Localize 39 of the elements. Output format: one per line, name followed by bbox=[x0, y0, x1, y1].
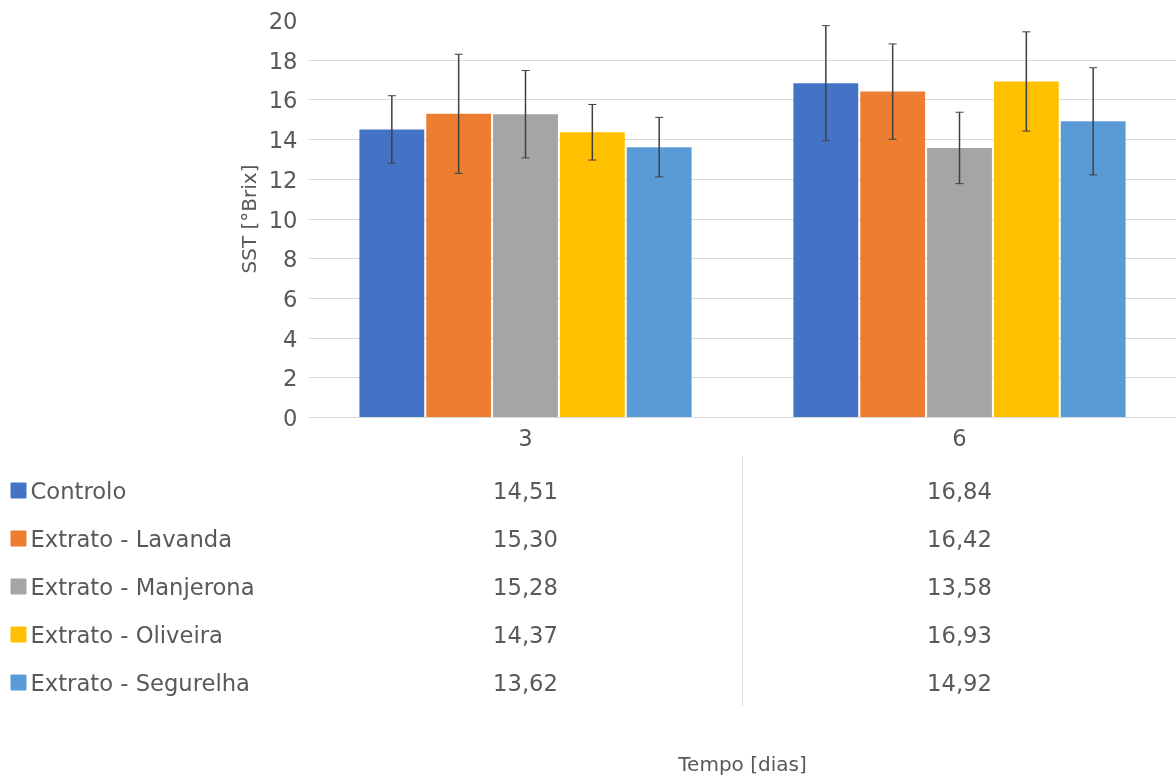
bar bbox=[793, 83, 859, 418]
legend-label: Extrato - Oliveira bbox=[30, 621, 223, 648]
y-tick-label: 18 bbox=[268, 47, 298, 74]
legend-label: Controlo bbox=[30, 477, 127, 504]
bar bbox=[1060, 121, 1126, 418]
legend-label: Extrato - Lavanda bbox=[30, 525, 233, 552]
y-tick-label: 4 bbox=[283, 325, 298, 352]
y-tick-label: 2 bbox=[283, 365, 298, 392]
data-label: 14,92 bbox=[927, 670, 992, 696]
bar bbox=[559, 132, 625, 418]
bar bbox=[993, 81, 1059, 418]
data-label: 13,62 bbox=[493, 670, 558, 696]
y-tick-label: 0 bbox=[283, 405, 298, 431]
y-tick-label: 12 bbox=[268, 166, 298, 193]
y-axis-title: SST [°Brix] bbox=[236, 164, 261, 274]
text: Tempo [dias] bbox=[677, 751, 807, 776]
data-label: 16,84 bbox=[927, 478, 992, 504]
y-tick-label: 14 bbox=[268, 127, 298, 154]
bar bbox=[927, 147, 992, 418]
y-tick-label: 20 bbox=[268, 8, 298, 34]
bar bbox=[626, 147, 692, 418]
bar bbox=[860, 91, 926, 418]
bar bbox=[493, 114, 558, 418]
data-label: 15,28 bbox=[493, 574, 558, 600]
data-label: 13,58 bbox=[927, 574, 992, 600]
legend-label: Extrato - Segurelha bbox=[30, 669, 250, 696]
data-label: 16,93 bbox=[927, 622, 992, 648]
x-tick-label: 3 bbox=[518, 424, 533, 451]
bar bbox=[359, 129, 425, 418]
y-tick-label: 8 bbox=[283, 246, 298, 273]
y-tick-label: 16 bbox=[268, 87, 298, 114]
data-label: 16,42 bbox=[927, 526, 992, 552]
bar bbox=[426, 113, 492, 418]
data-label: 15,30 bbox=[493, 526, 558, 552]
y-tick-label: 10 bbox=[268, 206, 298, 233]
data-label: 14,37 bbox=[493, 622, 558, 648]
legend-label: Extrato - Manjerona bbox=[30, 573, 255, 600]
data-label: 14,51 bbox=[493, 478, 558, 504]
y-tick-label: 6 bbox=[283, 285, 298, 312]
